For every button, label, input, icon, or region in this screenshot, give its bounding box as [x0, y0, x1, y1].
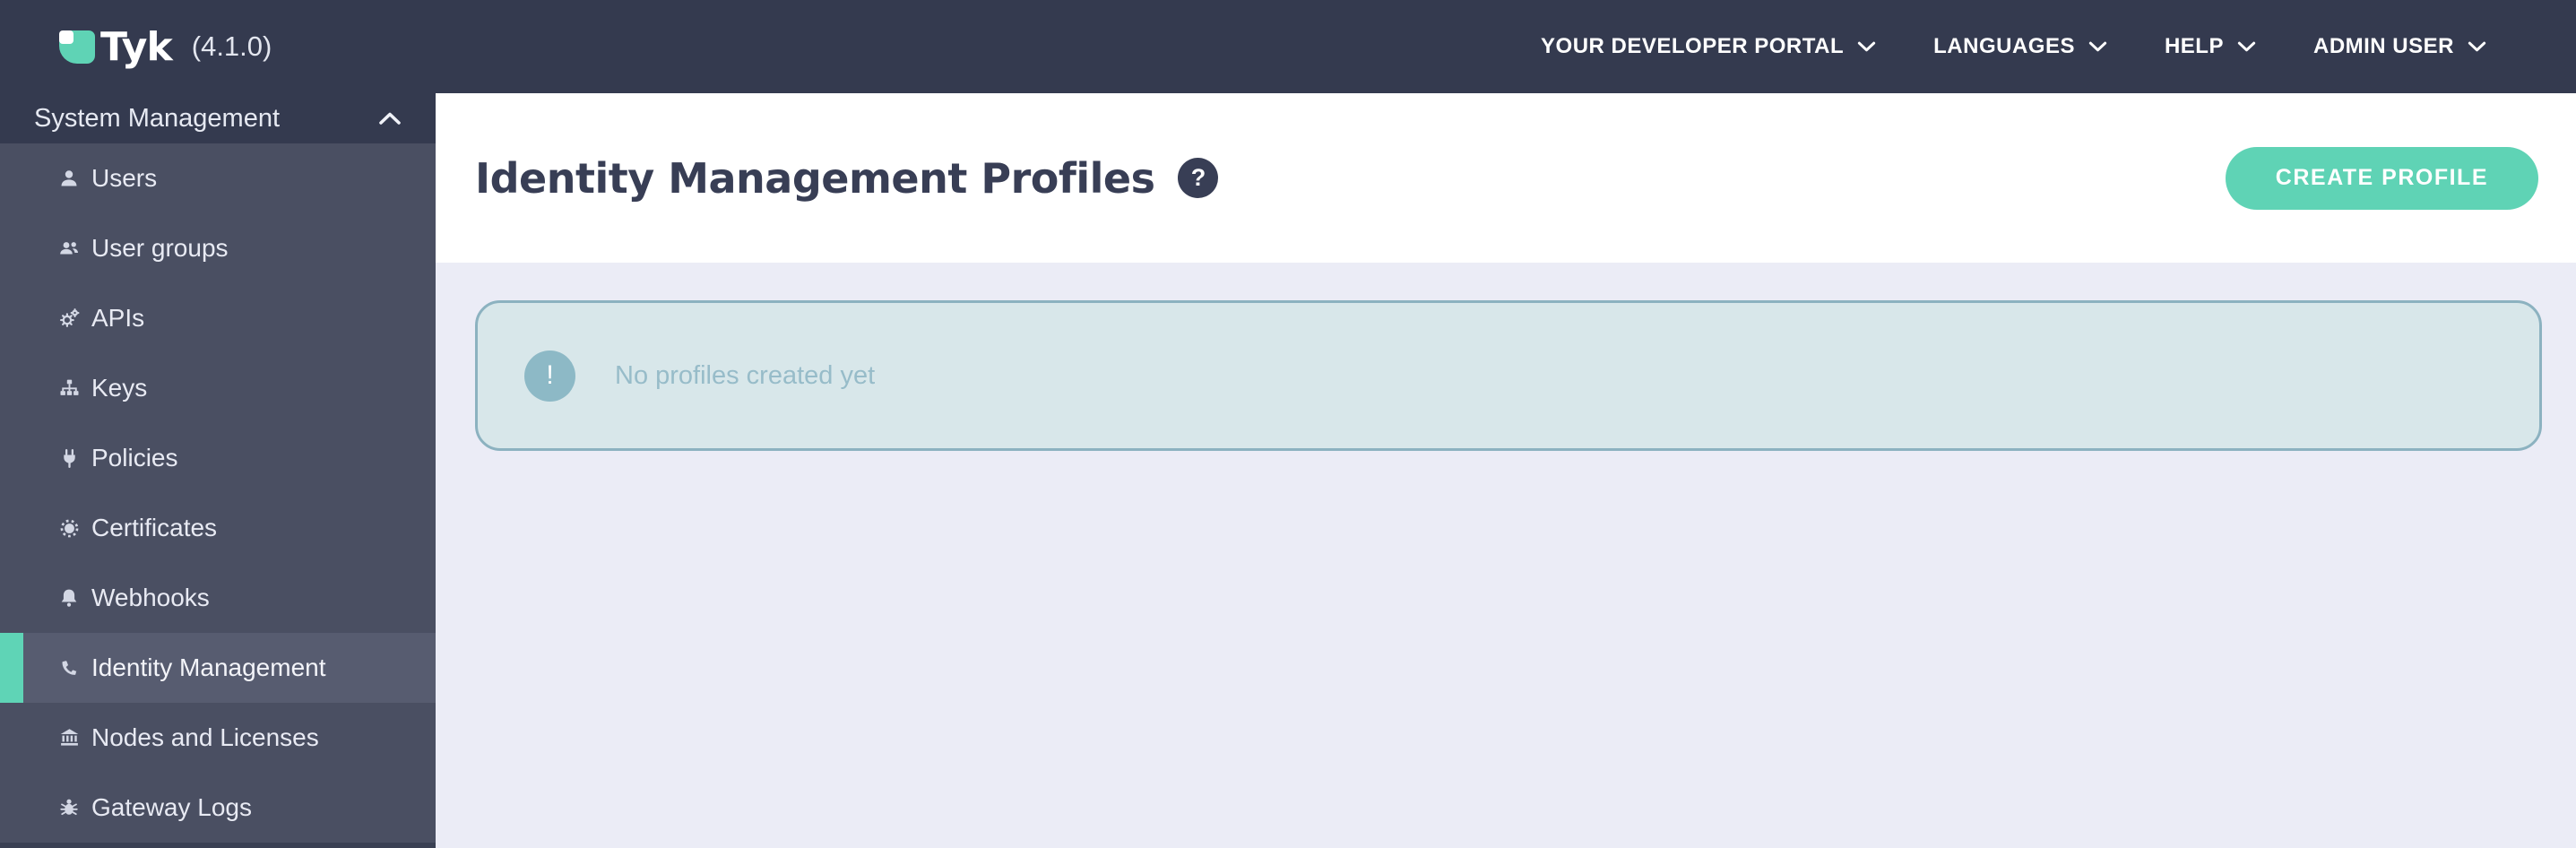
- exclamation-icon: !: [524, 350, 575, 402]
- help-icon[interactable]: ?: [1178, 158, 1219, 198]
- topbar-menu: YOUR DEVELOPER PORTAL LANGUAGES HELP ADM…: [1541, 34, 2486, 59]
- empty-state-message: No profiles created yet: [615, 360, 876, 390]
- menu-languages-label: LANGUAGES: [1933, 34, 2075, 58]
- page-content: ! No profiles created yet: [436, 263, 2576, 848]
- chevron-down-icon: [2088, 40, 2107, 53]
- menu-developer-portal[interactable]: YOUR DEVELOPER PORTAL: [1541, 34, 1876, 59]
- sidebar-item-webhooks[interactable]: Webhooks: [0, 563, 436, 633]
- menu-admin-user-label: ADMIN USER: [2312, 34, 2454, 58]
- chevron-down-icon: [1857, 40, 1876, 53]
- topbar: Tyk (4.1.0) YOUR DEVELOPER PORTAL LANGUA…: [0, 0, 2576, 93]
- bell-icon: [57, 586, 81, 610]
- page-title: Identity Management Profiles: [475, 153, 1155, 203]
- sidebar-item-label: Identity Management: [91, 653, 326, 681]
- tyk-logo-icon: [59, 30, 95, 64]
- certificate-icon: [57, 516, 81, 540]
- sidebar-section-system-management[interactable]: System Management: [0, 93, 436, 143]
- exclamation-glyph: !: [546, 360, 554, 390]
- sidebar-section-title: System Management: [34, 103, 281, 133]
- phone-icon: [57, 656, 81, 679]
- menu-admin-user[interactable]: ADMIN USER: [2313, 34, 2486, 59]
- page-header: Identity Management Profiles ? CREATE PR…: [436, 93, 2576, 263]
- sidebar-item-label: Users: [91, 164, 158, 192]
- sidebar-item-keys[interactable]: Keys: [0, 353, 436, 423]
- create-profile-button[interactable]: CREATE PROFILE: [2225, 146, 2538, 210]
- gears-icon: [57, 307, 81, 330]
- logo-wordmark: Tyk: [100, 23, 173, 70]
- empty-state-alert: ! No profiles created yet: [475, 300, 2542, 451]
- bank-icon: [57, 726, 81, 749]
- users-icon: [57, 237, 81, 260]
- sidebar-item-label: User groups: [91, 234, 229, 262]
- sidebar-items: Users User groups APIs Keys: [0, 143, 436, 843]
- sidebar-item-label: Certificates: [91, 514, 218, 541]
- menu-languages[interactable]: LANGUAGES: [1933, 34, 2107, 59]
- plug-icon: [57, 446, 81, 470]
- sitemap-icon: [57, 376, 81, 400]
- sidebar-item-gateway-logs[interactable]: Gateway Logs: [0, 773, 436, 843]
- sidebar-item-certificates[interactable]: Certificates: [0, 493, 436, 563]
- version-label: (4.1.0): [191, 30, 272, 62]
- sidebar-next-section-edge: [0, 843, 436, 848]
- sidebar-item-label: Policies: [91, 444, 178, 472]
- chevron-up-icon: [378, 111, 402, 125]
- sidebar-item-nodes-and-licenses[interactable]: Nodes and Licenses: [0, 703, 436, 773]
- bug-icon: [57, 796, 81, 819]
- sidebar: System Management Users User groups: [0, 93, 436, 848]
- sidebar-item-user-groups[interactable]: User groups: [0, 213, 436, 283]
- chevron-down-icon: [2468, 40, 2486, 53]
- menu-help[interactable]: HELP: [2165, 34, 2256, 59]
- sidebar-item-label: APIs: [91, 304, 145, 332]
- sidebar-item-identity-management[interactable]: Identity Management: [0, 633, 436, 703]
- menu-developer-portal-label: YOUR DEVELOPER PORTAL: [1541, 34, 1845, 58]
- chevron-down-icon: [2237, 40, 2256, 53]
- sidebar-item-label: Webhooks: [91, 584, 210, 611]
- sidebar-item-label: Nodes and Licenses: [91, 723, 319, 751]
- user-icon: [57, 167, 81, 190]
- main-panel: Identity Management Profiles ? CREATE PR…: [436, 93, 2576, 848]
- sidebar-item-label: Gateway Logs: [91, 793, 252, 821]
- sidebar-item-users[interactable]: Users: [0, 143, 436, 213]
- sidebar-item-apis[interactable]: APIs: [0, 283, 436, 353]
- sidebar-item-policies[interactable]: Policies: [0, 423, 436, 493]
- tyk-logo[interactable]: Tyk (4.1.0): [59, 24, 272, 70]
- help-glyph: ?: [1190, 164, 1206, 191]
- menu-help-label: HELP: [2164, 34, 2224, 58]
- sidebar-item-label: Keys: [91, 374, 148, 402]
